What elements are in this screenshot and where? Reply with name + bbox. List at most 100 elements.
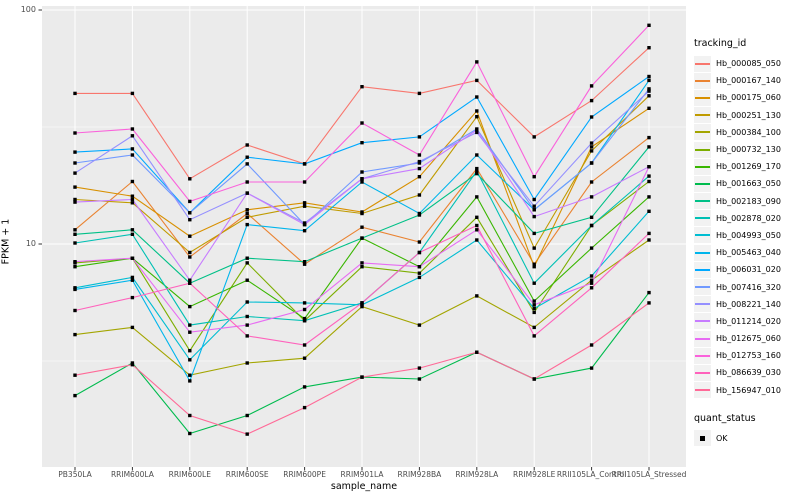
data-point-marker [73, 161, 77, 165]
data-point-marker [647, 179, 651, 184]
legend-key-line-icon [694, 330, 711, 347]
data-point-marker [188, 413, 192, 418]
data-point-marker [188, 304, 192, 309]
legend-label: Hb_005463_040 [716, 248, 781, 258]
legend-item: Hb_156947_010 [694, 382, 800, 399]
data-point-marker [475, 128, 479, 132]
data-point-marker [475, 60, 479, 64]
data-point-marker [188, 199, 192, 204]
data-point-marker [589, 366, 594, 370]
data-point-marker [130, 363, 135, 367]
legend-item: Hb_004993_050 [694, 227, 800, 244]
legend-item: Hb_006031_020 [694, 261, 800, 278]
legend: tracking_id Hb_000085_050 Hb_000167_140 Hb… [694, 38, 800, 447]
data-point-marker [188, 255, 192, 259]
legend-item: Hb_005463_040 [694, 244, 800, 261]
data-point-marker [245, 155, 249, 159]
legend-label: Hb_008221_140 [716, 299, 781, 309]
data-point-marker [245, 143, 249, 147]
data-point-marker [188, 250, 192, 255]
data-point-marker [73, 197, 77, 202]
data-point-marker [647, 238, 651, 242]
data-point-marker [589, 145, 594, 149]
data-point-marker [360, 180, 364, 184]
data-point-marker [245, 323, 249, 327]
legend-key-line-icon [694, 382, 711, 399]
data-point-marker [302, 262, 307, 266]
data-point-marker [188, 323, 192, 327]
legend-label: Hb_086639_030 [716, 368, 781, 378]
legend-key-line-icon [694, 210, 711, 227]
data-point-marker [417, 211, 422, 216]
legend-label: Hb_000384_100 [716, 127, 781, 137]
data-point-marker [647, 165, 651, 169]
legend-item: Hb_000167_140 [694, 72, 800, 89]
data-point-marker [360, 177, 364, 181]
data-point-marker [245, 278, 249, 282]
data-point-marker [532, 204, 536, 208]
y-tick-label: 100 [20, 5, 36, 14]
data-point-marker [245, 300, 249, 304]
data-point-marker [475, 223, 479, 228]
data-point-marker [532, 231, 536, 236]
data-point-marker [589, 343, 594, 347]
legend-key-line-icon [694, 124, 711, 141]
data-point-marker [130, 232, 135, 236]
data-point-marker [475, 169, 479, 173]
data-point-marker [647, 46, 651, 50]
data-point-marker [475, 78, 479, 83]
legend-item: Hb_001269_170 [694, 158, 800, 175]
data-point-marker [73, 260, 77, 264]
data-point-marker [302, 229, 307, 233]
x-tick-label: RRIM600SE [225, 470, 269, 479]
data-point-marker [360, 261, 364, 265]
legend-item: Hb_086639_030 [694, 364, 800, 381]
data-point-marker [417, 377, 422, 381]
data-point-marker [360, 211, 364, 216]
data-point-marker [73, 265, 77, 269]
data-point-marker [188, 373, 192, 377]
data-point-marker [130, 201, 135, 205]
data-point-marker [532, 334, 536, 338]
data-point-marker [245, 314, 249, 319]
data-point-marker [302, 162, 307, 166]
legend-key-line-icon [694, 175, 711, 192]
x-tick-label: PB350LA [58, 470, 92, 479]
x-tick-label: RRII105LA_Control [556, 470, 627, 479]
data-point-marker [475, 130, 479, 135]
x-tick-label: RRIM901LA [340, 470, 384, 479]
x-tick-label: RRIM600LA [110, 470, 154, 479]
legend-key-line-icon [694, 261, 711, 278]
data-point-marker [130, 91, 135, 96]
data-point-marker [188, 234, 192, 238]
data-point-marker [532, 197, 536, 202]
data-point-marker [532, 262, 536, 266]
data-point-marker [130, 275, 135, 280]
data-point-marker [532, 310, 536, 315]
data-point-marker [302, 319, 307, 323]
data-point-marker [130, 147, 135, 151]
data-point-marker [532, 135, 536, 139]
panel-background [42, 6, 686, 467]
data-point-marker [475, 115, 479, 119]
data-point-marker [589, 246, 594, 250]
data-point-marker [73, 185, 77, 189]
legend-label: Hb_002878_020 [716, 213, 781, 223]
data-point-marker [532, 246, 536, 250]
data-point-marker [532, 265, 536, 269]
data-point-marker [188, 281, 192, 285]
legend-label: Hb_000167_140 [716, 76, 781, 86]
data-point-marker [532, 377, 536, 381]
data-point-marker [302, 343, 307, 347]
data-point-marker [360, 85, 364, 89]
data-point-marker [245, 222, 249, 227]
data-point-marker [589, 215, 594, 219]
data-point-marker [73, 308, 77, 313]
legend-title-quant-status: quant_status [694, 412, 756, 424]
data-point-marker [302, 260, 307, 264]
legend-item: Hb_000251_130 [694, 107, 800, 124]
data-point-marker [589, 115, 594, 119]
data-point-marker [130, 197, 135, 202]
data-point-marker [188, 211, 192, 215]
